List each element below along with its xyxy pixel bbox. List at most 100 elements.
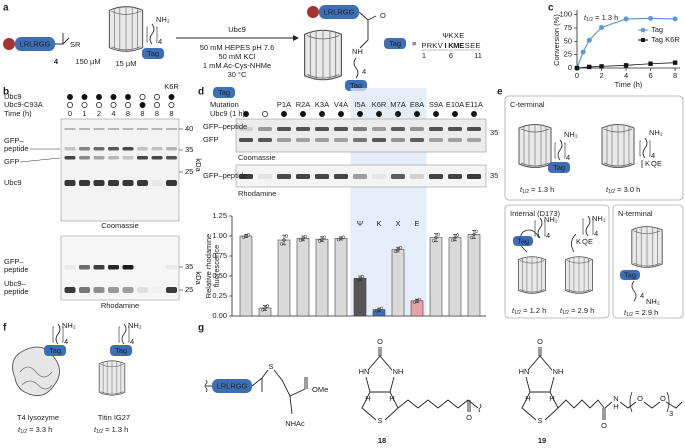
band [315, 138, 329, 142]
wavy [204, 379, 208, 393]
band [166, 156, 177, 160]
dot [319, 111, 325, 117]
band [239, 127, 253, 131]
half-life-subscript: 1/2 [626, 312, 633, 318]
point [599, 64, 604, 69]
label: GFP– [4, 136, 24, 145]
label: 11 [474, 51, 482, 60]
label: 4 [54, 57, 59, 66]
half-life-value: = 1.2 h [521, 306, 546, 315]
band [391, 127, 405, 131]
subscript: 4 [158, 37, 162, 46]
replicate [417, 297, 422, 302]
half-life-symbol: t [560, 306, 563, 315]
dot [139, 102, 146, 108]
label: S [377, 416, 382, 425]
replicate [298, 238, 303, 242]
label: 35 [490, 171, 498, 180]
replicate [241, 235, 246, 239]
dot [125, 102, 131, 108]
band [122, 180, 134, 186]
amine: NH₂ [649, 128, 663, 137]
band [64, 147, 76, 151]
band [122, 128, 134, 130]
label: NH [393, 367, 404, 376]
replicate [279, 242, 284, 246]
label: LRLRGG [217, 381, 248, 390]
label: Mutation [210, 100, 239, 109]
tag-box [142, 48, 164, 59]
label: HN [359, 367, 370, 376]
band [137, 128, 148, 130]
band [410, 127, 424, 131]
label: GFP [4, 157, 19, 166]
point [648, 15, 654, 21]
gel [235, 118, 487, 153]
category-label: V4A [334, 100, 348, 109]
half-life-subscript: 1/2 [586, 17, 593, 23]
label: K6R [164, 82, 179, 91]
half-life: t1/2 = 1.2 h [512, 306, 546, 316]
band [93, 180, 105, 186]
band [108, 265, 119, 270]
replicate [431, 239, 436, 243]
label: peptide [4, 287, 29, 296]
half-life-symbol: t [94, 425, 97, 434]
half-life-symbol: t [624, 308, 627, 317]
dot [154, 94, 160, 100]
category-label: I5A [354, 100, 365, 109]
point [672, 16, 678, 22]
protein [518, 123, 552, 169]
tag-label: Tag [517, 236, 529, 245]
y-tick-label: 1.25 [212, 211, 227, 220]
point [599, 24, 605, 30]
band [79, 147, 90, 151]
replicate [469, 235, 474, 240]
label: K [448, 31, 453, 40]
linker-bracket [118, 326, 130, 343]
half-life-subscript: 1/2 [562, 310, 569, 316]
replicate [322, 235, 327, 239]
band [410, 138, 424, 142]
subscript: 4 [546, 231, 550, 240]
tag-box [213, 87, 235, 98]
annotation: Ψ [357, 219, 363, 228]
tag-label: Tag [49, 346, 61, 355]
dot [67, 94, 73, 100]
half-life-symbol: t [18, 425, 21, 434]
replicate [282, 238, 286, 242]
bond [397, 399, 479, 409]
replicate [436, 232, 441, 237]
residue: I [445, 41, 447, 50]
label: 15 µM [116, 59, 137, 68]
label: NH [352, 47, 363, 56]
panel-label: c [548, 3, 554, 14]
bar [391, 249, 405, 317]
label: H [389, 394, 394, 403]
label: Ubc9 [4, 178, 22, 187]
band [108, 128, 119, 130]
label: kDa [194, 271, 203, 285]
dot [96, 102, 102, 108]
tag-box [513, 236, 533, 246]
half-life-symbol: t [606, 185, 609, 194]
half-life-value: = 2.9 h [569, 306, 594, 315]
pointer [19, 148, 61, 163]
band [122, 147, 134, 151]
bond [619, 401, 637, 409]
residue: Q [582, 237, 588, 246]
label: O [601, 421, 607, 430]
y-tick-label: 0.00 [212, 311, 227, 320]
band [79, 156, 90, 160]
linker [121, 323, 127, 345]
replicate [358, 276, 362, 281]
bond [643, 401, 661, 409]
residue: E [588, 237, 593, 246]
band [429, 174, 443, 179]
peptide-box [212, 379, 252, 393]
band [151, 156, 163, 160]
label: O [466, 413, 472, 422]
linker-bracket [554, 142, 566, 159]
